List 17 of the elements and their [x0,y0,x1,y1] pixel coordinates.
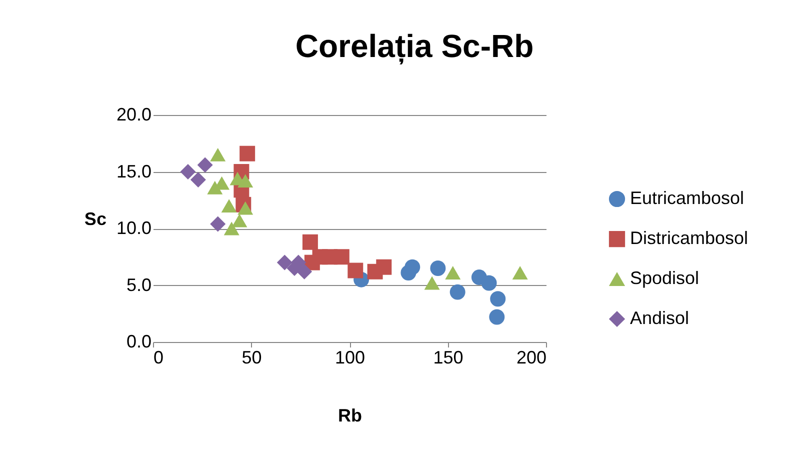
x-axis-title: Rb [338,406,362,426]
y-tick-label: 15.0 [116,161,152,182]
x-tick-label: 0 [154,348,164,368]
y-tick-label: 10.0 [116,218,152,238]
y-tick-label: 0.0 [126,332,152,352]
legend-label: Andisol [630,308,690,328]
x-tick-label: 50 [242,348,262,368]
legend-label: Spodisol [630,268,700,288]
legend-label: Districambosol [630,228,748,248]
chart-title: Corelația Sc-Rb [295,28,534,65]
x-tick-label: 100 [334,348,366,368]
legend-label: Eutricambosol [630,188,744,208]
y-tick-label: 20.0 [116,104,152,124]
x-tick-label: 200 [516,348,546,368]
y-axis-title: Sc [84,209,106,229]
x-tick-label: 150 [433,348,464,368]
y-tick-label: 5.0 [126,274,152,295]
